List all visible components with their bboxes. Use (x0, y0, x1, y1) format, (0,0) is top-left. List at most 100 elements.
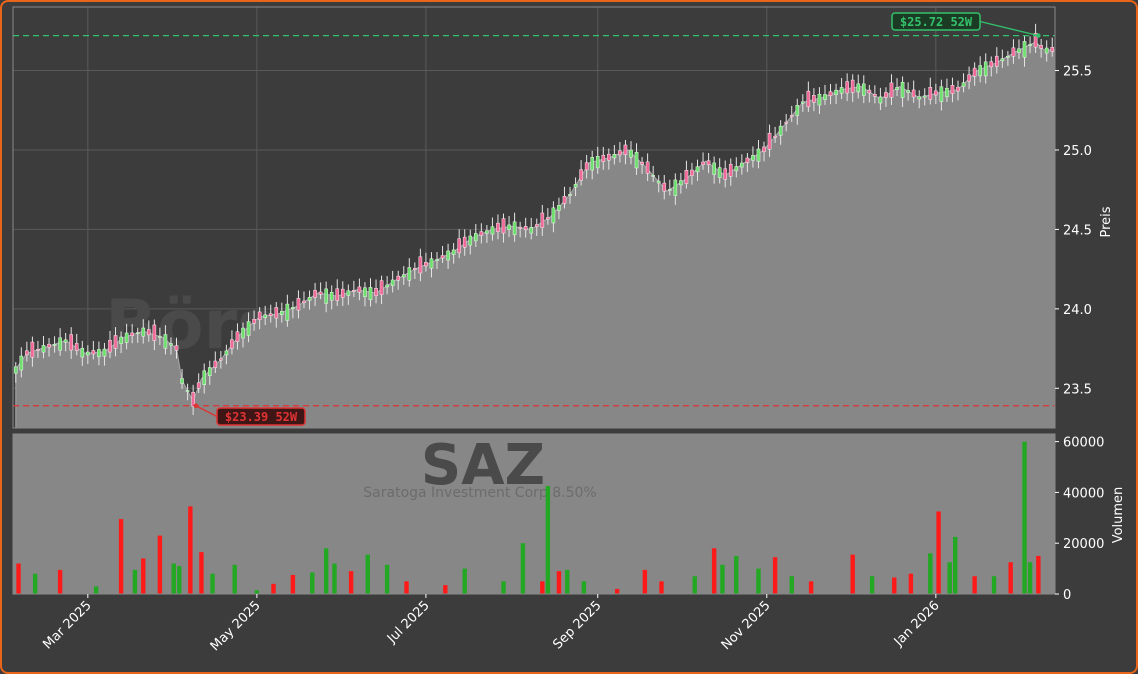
candle-body (706, 160, 711, 165)
candle-body (651, 175, 655, 177)
volume-bar-29 (545, 486, 551, 594)
x-tick-label-4: Nov 2025 (719, 598, 774, 653)
candle-body (69, 334, 73, 351)
candle-body (113, 335, 118, 349)
candle-body (324, 288, 328, 304)
candle-body (679, 180, 683, 186)
candle-body (435, 259, 439, 261)
candle-body (734, 166, 739, 172)
volume-bar-8 (171, 563, 176, 594)
volume-bar-43 (808, 581, 814, 594)
candle-body (74, 343, 79, 351)
candle-body (751, 155, 755, 161)
candle-body (63, 339, 68, 343)
candle-body (895, 87, 899, 90)
candle-body (146, 329, 151, 336)
candle-body (396, 275, 401, 281)
annotation-box-low (216, 407, 306, 426)
candle-body (629, 149, 633, 158)
candle-body (468, 235, 473, 246)
candle-body (180, 378, 184, 384)
volume-bar-55 (1022, 441, 1027, 594)
candle-body (762, 146, 766, 153)
price-tick-label-4: 25.5 (1063, 65, 1092, 80)
volume-bar-24 (443, 585, 448, 594)
volume-bar-42 (789, 576, 794, 594)
candlesticks (13, 23, 1055, 415)
candle-body (401, 274, 406, 278)
candle-body (501, 218, 506, 234)
candle-body (102, 348, 107, 357)
candle-body (407, 267, 412, 281)
candle-body (900, 82, 905, 98)
volume-bar-54 (1008, 562, 1013, 594)
candle-body (363, 287, 367, 298)
candle-body (280, 310, 284, 315)
candle-body (806, 90, 811, 108)
candle-body (618, 150, 622, 156)
candle-body (41, 345, 46, 353)
volume-bar-11 (199, 552, 204, 594)
candle-body (967, 74, 971, 82)
candle-body (529, 226, 534, 234)
candle-body (385, 284, 389, 288)
volume-bar-14 (254, 590, 260, 594)
candle-body (612, 154, 617, 159)
candle-body (701, 161, 705, 165)
volume-bar-10 (188, 506, 193, 594)
volume-bar-26 (501, 581, 506, 594)
candle-body (978, 65, 982, 77)
watermark-ticker: SAZ (421, 433, 545, 498)
volume-bar-51 (953, 536, 958, 594)
volume-bar-3 (93, 586, 99, 594)
candle-body (219, 358, 223, 361)
candle-body (30, 341, 35, 358)
candle-body (540, 212, 545, 228)
candle-body (124, 332, 129, 343)
candle-body (440, 255, 445, 259)
x-tick-label-2: Jul 2025 (384, 598, 433, 647)
volume-axis-title: Volumen (1111, 487, 1126, 544)
candle-body (684, 170, 689, 184)
candle-body (368, 287, 373, 301)
x-tick-label-0: Mar 2025 (40, 598, 94, 652)
candle-body (185, 390, 190, 392)
candle-body (845, 81, 849, 94)
volume-bar-32 (581, 581, 587, 594)
volume-bar-31 (565, 569, 570, 594)
candle-body (25, 350, 29, 356)
annotation-label-low: $23.39 52W (225, 410, 298, 424)
candle-body (778, 125, 783, 136)
volume-bar-9 (177, 566, 182, 594)
candle-body (867, 89, 872, 94)
candle-body (523, 226, 528, 231)
volume-bar-34 (642, 569, 648, 594)
volume-bar-12 (210, 573, 215, 594)
volume-bar-20 (348, 571, 354, 594)
candle-body (213, 360, 218, 368)
candle-body (834, 89, 838, 96)
candle-body (224, 350, 229, 356)
candle-body (108, 340, 112, 353)
volume-bar-22 (384, 564, 390, 594)
candle-body (97, 349, 101, 358)
candle-body (956, 86, 960, 92)
candle-body (989, 61, 994, 68)
annotation-point-high (1036, 33, 1041, 38)
candle-body (446, 250, 450, 261)
candle-body (496, 222, 500, 232)
candle-body (329, 292, 334, 301)
candle-body (141, 327, 146, 337)
candle-body (712, 162, 716, 175)
candle-body (379, 280, 384, 295)
candle-body (623, 144, 628, 156)
candle-body (1033, 33, 1038, 48)
candle-body (1000, 58, 1005, 62)
candle-body (601, 154, 606, 162)
candle-body (934, 90, 938, 96)
candle-body (767, 132, 772, 150)
volume-panel (13, 434, 1055, 594)
candle-body (252, 318, 256, 324)
candle-body (340, 288, 345, 298)
